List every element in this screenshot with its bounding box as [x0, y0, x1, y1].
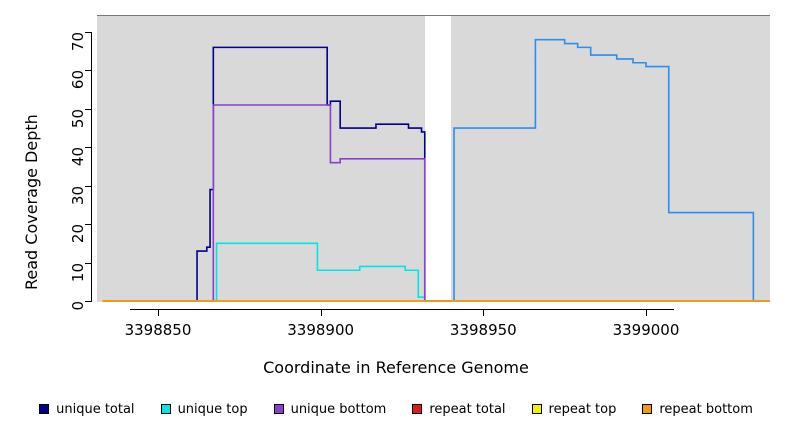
x-axis-tick: [158, 310, 159, 316]
y-axis-tick-label: 70: [69, 32, 87, 52]
series-line: [102, 46, 451, 302]
legend-label: unique top: [177, 401, 248, 417]
legend-item[interactable]: repeat top: [531, 401, 617, 417]
legend-label: repeat total: [429, 401, 506, 417]
chart-legend: unique total unique top unique bottom repea…: [0, 398, 792, 420]
legend-item[interactable]: repeat bottom: [642, 402, 753, 417]
x-axis-tick-label: 3398950: [449, 321, 517, 339]
legend-label: unique total: [56, 401, 135, 417]
legend-item[interactable]: unique bottom: [273, 401, 387, 417]
y-axis-tick: [85, 262, 91, 264]
x-axis-title: Coordinate in Reference Genome: [263, 358, 529, 377]
y-axis-line: [91, 32, 92, 302]
y-axis-tick: [85, 224, 91, 226]
x-axis-tick-label: 3399000: [612, 321, 680, 339]
no-data-gap-top-border: [424, 15, 451, 16]
legend-swatch-icon: [273, 404, 284, 414]
x-axis-tick: [320, 310, 322, 316]
legend-label: unique bottom: [290, 401, 387, 417]
legend-swatch-icon: [39, 404, 50, 414]
no-data-gap: [424, 16, 451, 302]
legend-label: repeat top: [548, 401, 617, 417]
y-axis-title: Read Coverage Depth: [22, 114, 41, 290]
x-axis-tick: [646, 310, 647, 316]
y-axis-tick: [85, 32, 91, 33]
y-axis-tick: [85, 108, 91, 110]
x-axis-tick-label: 3398850: [124, 321, 192, 339]
series-line: [102, 104, 770, 302]
legend-item[interactable]: unique total: [39, 401, 135, 417]
x-axis-tick: [483, 310, 485, 316]
legend-swatch-icon: [531, 404, 542, 414]
x-axis-line: [130, 309, 674, 310]
x-axis-tick-label: 3398900: [287, 321, 355, 339]
legend-swatch-icon: [642, 404, 653, 414]
legend-item[interactable]: repeat total: [412, 401, 506, 417]
y-axis-tick: [85, 147, 91, 149]
legend-item[interactable]: unique top: [160, 401, 248, 417]
y-axis-tick: [85, 185, 91, 187]
series-line: [102, 242, 426, 302]
legend-swatch-icon: [160, 404, 171, 414]
legend-swatch-icon: [412, 404, 423, 414]
y-axis-tick: [85, 70, 91, 72]
legend-label: repeat bottom: [659, 401, 753, 417]
y-axis-tick: [85, 301, 91, 302]
series-line: [450, 38, 770, 302]
